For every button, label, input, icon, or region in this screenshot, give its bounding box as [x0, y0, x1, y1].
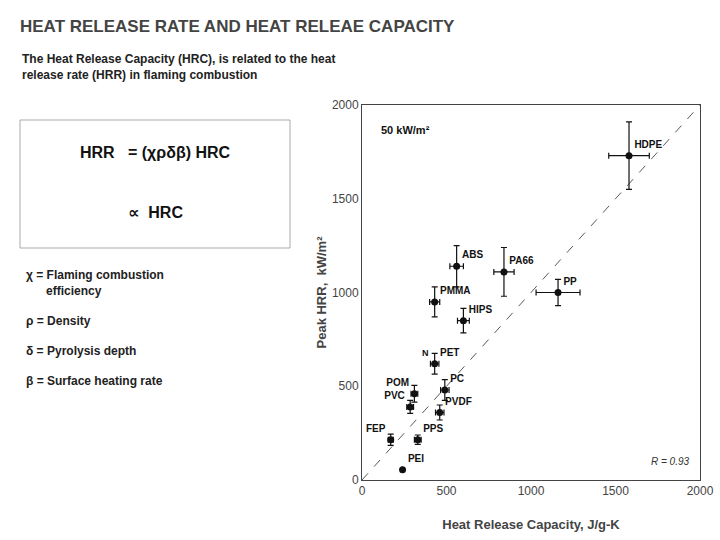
svg-text:ρ = Density: ρ = Density [26, 314, 91, 328]
svg-text:1500: 1500 [602, 484, 629, 498]
svg-text:N: N [422, 348, 429, 358]
svg-text:The Heat Release Capacity (HRC: The Heat Release Capacity (HRC), is rela… [22, 52, 335, 82]
svg-text:FEP: FEP [366, 423, 386, 434]
svg-text:PC: PC [450, 373, 464, 384]
svg-text:δ = Pyrolysis depth: δ = Pyrolysis depth [26, 344, 136, 358]
svg-text:PET: PET [440, 347, 459, 358]
svg-text:PVC: PVC [384, 390, 405, 401]
svg-text:β = Surface heating rate: β = Surface heating rate [26, 374, 163, 388]
svg-text:HEAT RELEASE RATE AND HEAT REL: HEAT RELEASE RATE AND HEAT RELEAE CAPACI… [20, 17, 455, 36]
svg-text:1500: 1500 [332, 192, 359, 206]
svg-text:χ = Flaming combustion ef: χ = Flaming combustion efficiency [26, 268, 164, 298]
svg-text:R = 0.93: R = 0.93 [651, 456, 690, 467]
svg-text:HIPS: HIPS [469, 304, 493, 315]
svg-text:HDPE: HDPE [634, 139, 662, 150]
svg-text:2000: 2000 [687, 484, 714, 498]
svg-text:1000: 1000 [518, 484, 545, 498]
svg-text:2000: 2000 [332, 98, 359, 112]
svg-text:PA66: PA66 [509, 255, 534, 266]
svg-text:PVDF: PVDF [445, 396, 472, 407]
svg-text:50 kW/m²: 50 kW/m² [381, 124, 430, 136]
svg-text:PPS: PPS [423, 423, 443, 434]
svg-text:PMMA: PMMA [440, 285, 471, 296]
svg-text:500: 500 [436, 484, 456, 498]
svg-text:PP: PP [563, 276, 577, 287]
svg-text:500: 500 [339, 379, 359, 393]
svg-text:Heat Release Capacity, J/g-K: Heat Release Capacity, J/g-K [442, 517, 620, 532]
svg-text:POM: POM [386, 377, 409, 388]
svg-text:∝ HRC: ∝ HRC [128, 204, 183, 221]
svg-text:HRR = (χρδβ) HRC: HRR = (χρδβ) HRC [80, 144, 231, 161]
svg-text:Peak HRR, kW/m²: Peak HRR, kW/m² [314, 236, 329, 349]
svg-text:PEI: PEI [408, 453, 424, 464]
svg-text:0: 0 [352, 473, 359, 487]
svg-text:1000: 1000 [332, 286, 359, 300]
svg-text:0: 0 [359, 484, 366, 498]
svg-text:ABS: ABS [462, 249, 483, 260]
